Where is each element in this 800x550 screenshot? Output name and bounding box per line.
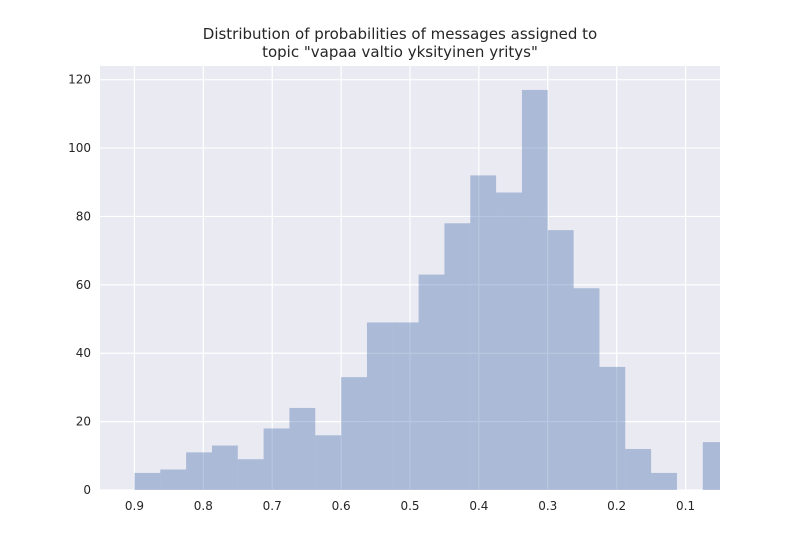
histogram-bar (702, 442, 720, 490)
histogram-bar (160, 469, 187, 490)
grid-lines (100, 66, 720, 491)
y-tick-label: 0 (83, 483, 91, 497)
y-tick-label: 20 (76, 415, 91, 429)
histogram-bar (263, 428, 290, 490)
histogram-bar (625, 448, 652, 490)
histogram-bar (289, 407, 316, 490)
x-tick-label: 0.9 (125, 499, 144, 513)
histogram-bar (418, 274, 445, 490)
y-tick-label: 100 (68, 141, 91, 155)
x-tick-label: 0.3 (538, 499, 557, 513)
histogram-bar (547, 230, 574, 490)
x-tick-label: 0.8 (194, 499, 213, 513)
histogram-bar (315, 435, 342, 490)
histogram-bar (496, 192, 522, 491)
x-tick-label: 0.2 (607, 499, 626, 513)
x-tick-label: 0.5 (400, 499, 419, 513)
chart-title-line-2: topic "vapaa valtio yksityinen yritys" (262, 43, 538, 61)
histogram-bars (134, 89, 720, 491)
x-tick-label: 0.6 (332, 499, 351, 513)
histogram-bar (186, 452, 212, 490)
histogram-bar (521, 89, 548, 490)
y-tick-label: 80 (76, 209, 91, 223)
histogram-bar (470, 175, 497, 490)
histogram-bar (366, 322, 393, 490)
histogram-bar (392, 322, 419, 490)
x-tick-label: 0.4 (469, 499, 488, 513)
chart-title-line-1: Distribution of probabilities of message… (202, 25, 598, 43)
x-tick-label: 0.1 (676, 499, 695, 513)
y-tick-label: 40 (76, 346, 91, 360)
histogram-bar (573, 288, 600, 490)
histogram-bar (134, 472, 161, 490)
histogram-bar (237, 459, 264, 490)
y-axis-ticks: 0 20 40 60 80 100 120 (68, 73, 91, 497)
histogram-bar (651, 472, 677, 490)
histogram-bar (444, 223, 471, 490)
histogram-bar (599, 366, 626, 490)
y-tick-label: 60 (76, 278, 91, 292)
x-axis-ticks: 0.9 0.8 0.7 0.6 0.5 0.4 0.3 0.2 0.1 (125, 499, 695, 513)
x-tick-label: 0.7 (263, 499, 282, 513)
histogram-bar (341, 377, 367, 490)
y-tick-label: 120 (68, 73, 91, 87)
histogram-bar (211, 445, 238, 490)
